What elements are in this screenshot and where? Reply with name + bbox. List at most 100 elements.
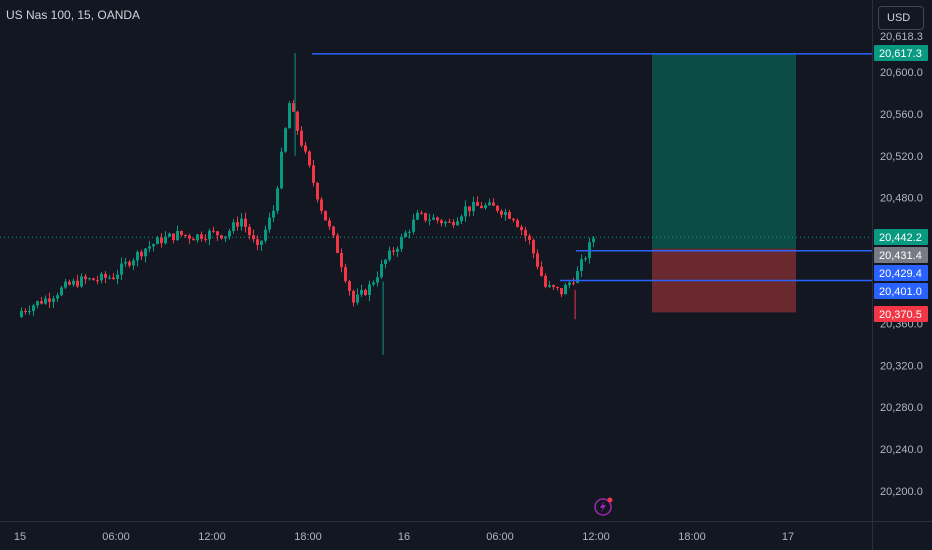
price-tick-label: 20,240.0 — [880, 444, 923, 456]
price-tick-label: 20,320.0 — [880, 360, 923, 372]
price-tick-label: 20,560.0 — [880, 109, 923, 121]
price-tick-label: 20,600.0 — [880, 67, 923, 79]
candle-body — [468, 206, 471, 212]
support-price-tag-bg — [874, 283, 928, 299]
candle-body — [184, 234, 187, 236]
lightning-bolt — [600, 501, 606, 513]
candle-body — [452, 222, 455, 226]
lightning-alert-icon — [594, 497, 613, 516]
candle-body — [280, 151, 283, 189]
candle-body — [480, 205, 483, 209]
candle-body — [272, 210, 275, 218]
candle-body — [552, 285, 555, 287]
target-price-tag: 20,617.3 — [874, 45, 928, 61]
candle-body — [152, 244, 155, 247]
candle-body — [200, 234, 203, 239]
candle-body — [192, 238, 195, 241]
stop-price-tag-bg — [874, 306, 928, 322]
currency-button[interactable]: USD — [878, 6, 924, 30]
candle-body — [412, 219, 415, 232]
candle-body — [160, 237, 163, 244]
candle-body — [524, 230, 527, 236]
candle-body — [428, 219, 431, 221]
lightning-circle — [594, 498, 612, 516]
candle-body — [580, 259, 583, 272]
candle-body — [332, 226, 335, 236]
candle-body — [80, 276, 83, 287]
candle-body — [372, 282, 375, 285]
candle-body — [356, 294, 359, 303]
price-tick-label: 20,200.0 — [880, 486, 923, 498]
symbol-title[interactable]: US Nas 100, 15, OANDA — [6, 8, 141, 22]
price-tick-label: 20,520.0 — [880, 151, 923, 163]
candle-body — [68, 281, 71, 285]
candle-body — [572, 282, 575, 284]
time-tick-label: 16 — [398, 531, 410, 543]
position-tool[interactable] — [0, 53, 872, 313]
support-price-tag-label: 20,401.0 — [879, 286, 922, 298]
candle-body — [224, 236, 227, 239]
candle-body — [584, 258, 587, 260]
candle-body — [492, 202, 495, 206]
candle-body — [404, 232, 407, 238]
candle-body — [212, 230, 215, 232]
candle-body — [400, 237, 403, 249]
candle-body — [172, 233, 175, 241]
candle-body — [264, 229, 267, 241]
time-tick-label: 06:00 — [102, 531, 130, 543]
candle-body — [444, 221, 447, 224]
candle-body — [216, 231, 219, 236]
level-price-tag-bg — [874, 265, 928, 281]
price-tick-label: 20,280.0 — [880, 402, 923, 414]
candle-body — [52, 298, 55, 302]
candle-body — [544, 275, 547, 287]
candle-body — [168, 233, 171, 237]
alert-dot — [607, 497, 613, 503]
candle-body — [336, 235, 339, 253]
candle-body — [240, 218, 243, 227]
candle-body — [24, 310, 27, 312]
candle-body — [508, 212, 511, 219]
candle-body — [228, 231, 231, 237]
candle-body — [112, 277, 115, 280]
candle-body — [108, 277, 111, 279]
entry-price-tag: 20,431.4 — [874, 247, 928, 263]
candle-body — [148, 246, 151, 249]
candle-body — [392, 250, 395, 252]
replay-icon-group[interactable] — [594, 497, 613, 516]
candle-body — [416, 212, 419, 220]
candle-body — [132, 260, 135, 266]
candle-body — [204, 238, 207, 240]
candle-body — [376, 277, 379, 283]
candle-body — [64, 281, 67, 288]
drawn-lines — [312, 53, 872, 282]
candle-body — [308, 151, 311, 166]
candle-body — [448, 221, 451, 223]
candle-body — [388, 250, 391, 260]
candle-body — [32, 305, 35, 312]
candle-body — [548, 285, 551, 287]
candle-body — [40, 301, 43, 304]
candle-body — [512, 218, 515, 221]
candle-body — [536, 253, 539, 267]
time-tick-label: 06:00 — [486, 531, 514, 543]
target-price-tag-label: 20,617.3 — [879, 48, 922, 60]
support-price-tag: 20,401.0 — [874, 283, 928, 299]
profit-zone — [652, 53, 796, 249]
candle-body — [380, 264, 383, 278]
candle-body — [472, 201, 475, 212]
candle-body — [88, 278, 91, 280]
candle-body — [556, 286, 559, 288]
candle-body — [360, 289, 363, 295]
candle-body — [100, 273, 103, 281]
candle-body — [440, 220, 443, 224]
candle-body — [340, 252, 343, 268]
candle-body — [504, 212, 507, 215]
candle-body — [348, 281, 351, 291]
candle-body — [188, 235, 191, 239]
candle-body — [324, 210, 327, 221]
time-tick-label: 18:00 — [294, 531, 322, 543]
candle-body — [364, 289, 367, 296]
time-tick-label: 17 — [782, 531, 794, 543]
